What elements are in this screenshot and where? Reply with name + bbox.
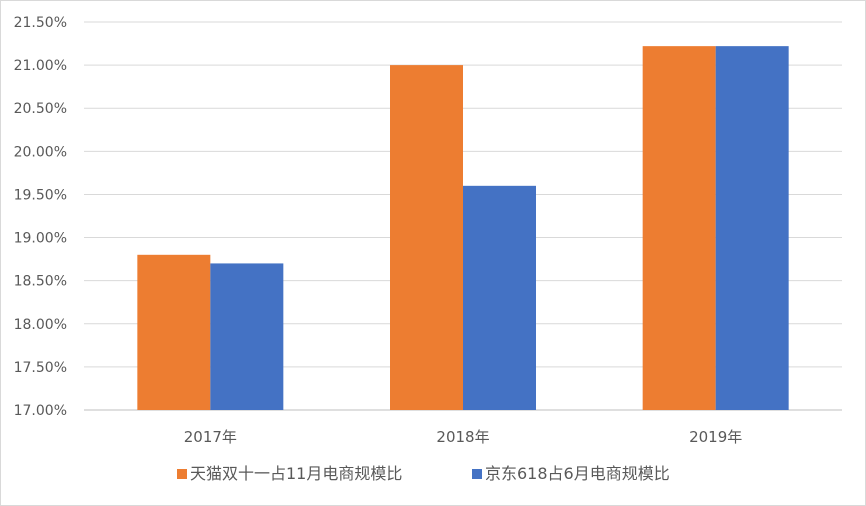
x-category-label: 2018年: [436, 428, 489, 446]
legend-label: 天猫双十一占11月电商规模比: [190, 464, 402, 483]
bar-tmall-1: [390, 65, 463, 410]
legend-swatch: [177, 469, 187, 479]
x-category-label: 2019年: [689, 428, 742, 446]
y-tick-label: 17.00%: [14, 403, 67, 419]
legend-label: 京东618占6月电商规模比: [485, 464, 670, 483]
y-tick-label: 21.50%: [14, 15, 67, 31]
legend-swatch: [472, 469, 482, 479]
x-category-label: 2017年: [184, 428, 237, 446]
y-tick-label: 18.50%: [14, 274, 67, 290]
bar-tmall-2: [642, 46, 716, 411]
bar-jd-1: [463, 185, 536, 410]
legend: 天猫双十一占11月电商规模比 京东618占6月电商规模比: [177, 464, 670, 483]
bars: [137, 46, 789, 411]
x-axis-category-labels: 2017年 2018年 2019年: [184, 428, 743, 446]
y-tick-label: 19.50%: [14, 187, 67, 203]
bar-jd-2: [715, 46, 789, 411]
y-tick-label: 19.00%: [14, 231, 67, 247]
bar-tmall-0: [137, 254, 211, 410]
y-tick-label: 20.50%: [14, 101, 67, 117]
y-tick-label: 17.50%: [14, 360, 67, 376]
y-tick-label: 18.00%: [14, 317, 67, 333]
y-tick-label: 21.00%: [14, 58, 67, 74]
y-tick-label: 20.00%: [14, 144, 67, 160]
bar-jd-0: [210, 263, 284, 410]
y-axis-tick-labels: 17.00% 17.50% 18.00% 18.50% 19.00% 19.50% 20.0…: [14, 15, 67, 419]
